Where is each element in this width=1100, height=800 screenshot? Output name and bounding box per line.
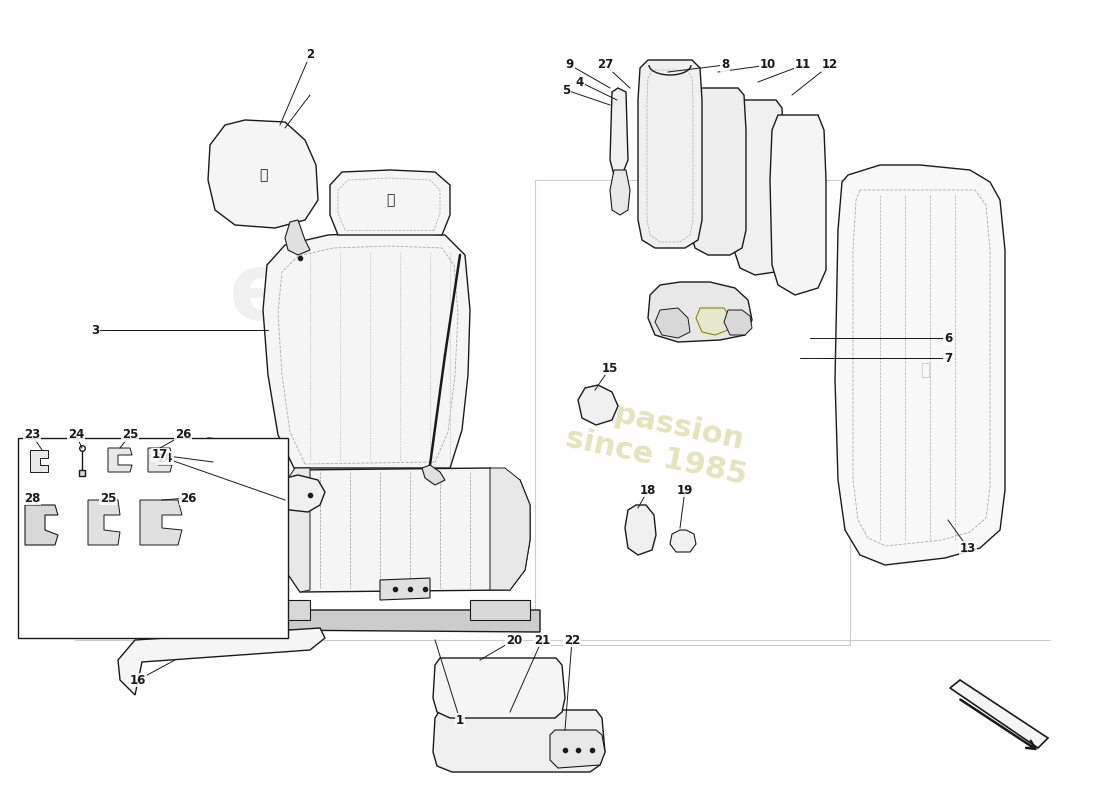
Text: 26: 26 <box>175 429 191 442</box>
Polygon shape <box>270 600 310 620</box>
Text: 15: 15 <box>602 362 618 374</box>
Text: 8: 8 <box>720 58 729 71</box>
Text: 3: 3 <box>91 323 99 337</box>
Text: 21: 21 <box>534 634 550 646</box>
Text: 5: 5 <box>562 83 570 97</box>
Polygon shape <box>648 282 752 342</box>
Polygon shape <box>696 308 730 335</box>
Polygon shape <box>422 465 446 485</box>
Polygon shape <box>208 120 318 228</box>
Polygon shape <box>25 505 58 545</box>
Text: 16: 16 <box>130 674 146 686</box>
Polygon shape <box>470 600 530 620</box>
Polygon shape <box>638 60 702 248</box>
Polygon shape <box>196 438 232 490</box>
Polygon shape <box>670 530 696 552</box>
Polygon shape <box>285 220 310 255</box>
Polygon shape <box>724 310 752 335</box>
Polygon shape <box>330 170 450 235</box>
Text: 25: 25 <box>100 491 117 505</box>
Polygon shape <box>260 610 540 632</box>
Text: 22: 22 <box>564 634 580 646</box>
Text: 1: 1 <box>455 714 464 726</box>
Text: 14: 14 <box>157 451 173 465</box>
Text: a passion
since 1985: a passion since 1985 <box>563 390 757 490</box>
Text: 4: 4 <box>576 75 584 89</box>
Polygon shape <box>275 468 530 592</box>
Text: 18: 18 <box>640 483 657 497</box>
Polygon shape <box>734 100 786 275</box>
Polygon shape <box>770 115 826 295</box>
Polygon shape <box>88 500 120 545</box>
Polygon shape <box>148 448 172 472</box>
Polygon shape <box>490 468 530 590</box>
Polygon shape <box>610 88 628 175</box>
FancyBboxPatch shape <box>18 438 288 638</box>
Text: 10: 10 <box>760 58 777 71</box>
Polygon shape <box>625 505 656 555</box>
Polygon shape <box>379 578 430 600</box>
Text: 6: 6 <box>944 331 953 345</box>
Text: 9: 9 <box>565 58 574 71</box>
Text: 20: 20 <box>506 634 522 646</box>
Polygon shape <box>263 232 470 470</box>
Text: 13: 13 <box>960 542 976 554</box>
Text: Ⓕ: Ⓕ <box>920 361 929 379</box>
Text: 28: 28 <box>24 491 41 505</box>
Text: 24: 24 <box>68 429 85 442</box>
Polygon shape <box>550 730 605 768</box>
Text: 17: 17 <box>152 449 168 462</box>
Text: Ⓕ: Ⓕ <box>386 193 394 207</box>
Text: 19: 19 <box>676 483 693 497</box>
Text: 25: 25 <box>122 429 139 442</box>
Polygon shape <box>654 308 690 338</box>
Polygon shape <box>275 468 310 592</box>
Polygon shape <box>272 475 324 512</box>
Polygon shape <box>108 448 132 472</box>
Text: euro
car
parts: euro car parts <box>210 248 490 552</box>
Text: 12: 12 <box>822 58 838 71</box>
Text: 27: 27 <box>597 58 613 71</box>
Polygon shape <box>30 450 48 472</box>
Polygon shape <box>578 385 618 425</box>
Text: 26: 26 <box>179 491 196 505</box>
Polygon shape <box>610 170 630 215</box>
Text: 11: 11 <box>795 58 811 71</box>
Polygon shape <box>690 88 746 255</box>
Polygon shape <box>433 710 605 772</box>
Text: 7: 7 <box>944 351 953 365</box>
Text: 23: 23 <box>24 429 40 442</box>
Polygon shape <box>950 680 1048 748</box>
Text: Ⓕ: Ⓕ <box>258 168 267 182</box>
Polygon shape <box>433 658 565 718</box>
Polygon shape <box>118 628 324 695</box>
Text: 2: 2 <box>306 49 315 62</box>
Polygon shape <box>835 165 1005 565</box>
Polygon shape <box>140 500 182 545</box>
